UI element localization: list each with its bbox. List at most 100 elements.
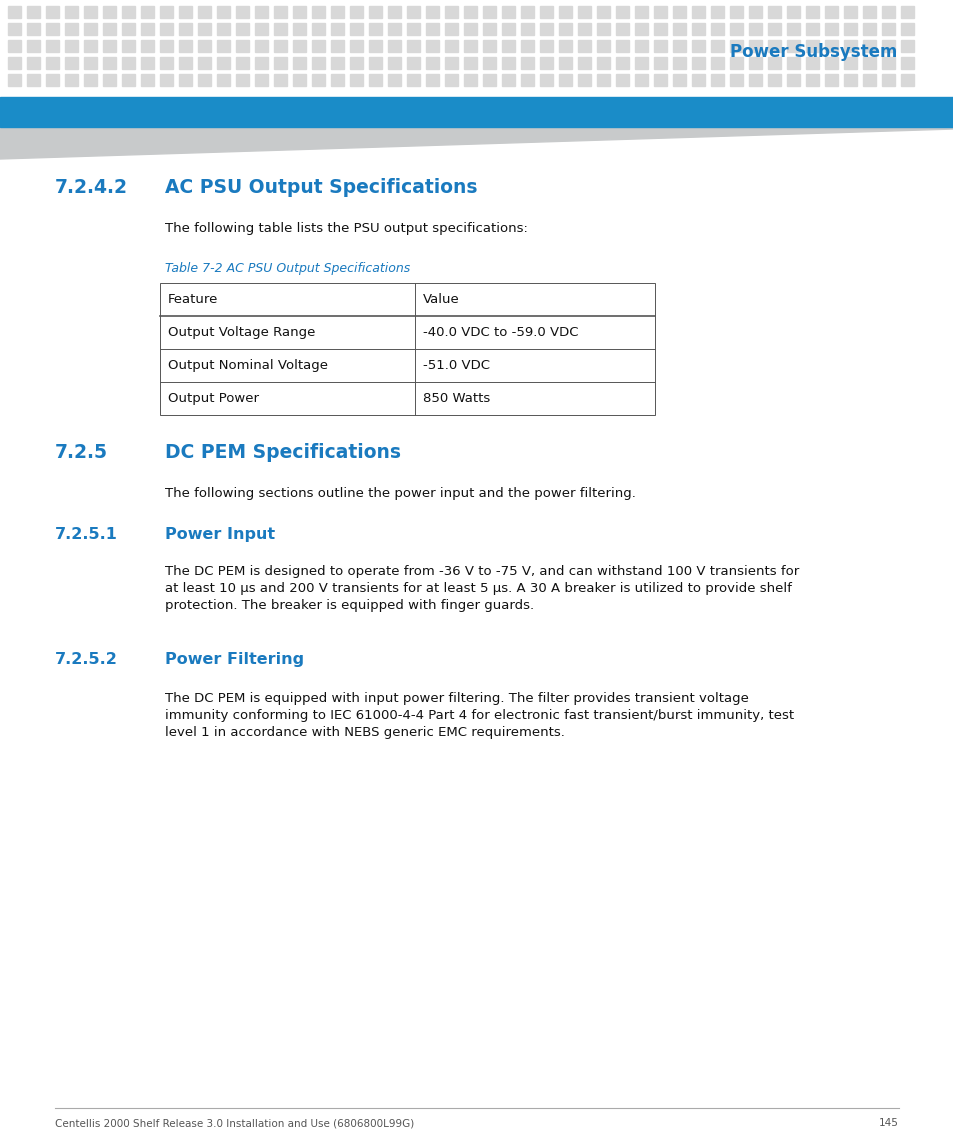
Bar: [160, 40, 172, 52]
Bar: [463, 40, 476, 52]
Bar: [426, 74, 438, 86]
Bar: [558, 74, 572, 86]
Bar: [141, 57, 153, 69]
Bar: [463, 74, 476, 86]
Bar: [654, 57, 666, 69]
Bar: [691, 74, 704, 86]
Bar: [710, 74, 723, 86]
Bar: [805, 6, 818, 18]
Bar: [216, 23, 230, 35]
Bar: [843, 74, 856, 86]
Bar: [501, 23, 515, 35]
Bar: [654, 40, 666, 52]
Bar: [900, 57, 913, 69]
Bar: [103, 6, 116, 18]
Bar: [672, 74, 685, 86]
Bar: [235, 57, 249, 69]
Bar: [482, 57, 496, 69]
Bar: [463, 23, 476, 35]
Bar: [578, 40, 590, 52]
Text: Value: Value: [422, 293, 459, 306]
Bar: [369, 40, 381, 52]
Bar: [710, 40, 723, 52]
Bar: [27, 6, 40, 18]
Text: Centellis 2000 Shelf Release 3.0 Installation and Use (6806800L99G): Centellis 2000 Shelf Release 3.0 Install…: [55, 1118, 414, 1128]
Bar: [331, 6, 344, 18]
Bar: [900, 40, 913, 52]
Bar: [388, 74, 400, 86]
Bar: [350, 74, 363, 86]
Bar: [160, 283, 655, 414]
Bar: [235, 23, 249, 35]
Bar: [179, 23, 192, 35]
Bar: [501, 57, 515, 69]
Bar: [862, 6, 875, 18]
Bar: [482, 40, 496, 52]
Bar: [160, 74, 172, 86]
Bar: [824, 23, 837, 35]
Bar: [274, 57, 287, 69]
Bar: [501, 74, 515, 86]
Bar: [882, 40, 894, 52]
Bar: [8, 40, 21, 52]
Bar: [597, 23, 609, 35]
Text: DC PEM Specifications: DC PEM Specifications: [165, 443, 400, 461]
Bar: [805, 23, 818, 35]
Text: level 1 in accordance with NEBS generic EMC requirements.: level 1 in accordance with NEBS generic …: [165, 726, 564, 739]
Bar: [160, 23, 172, 35]
Bar: [729, 23, 742, 35]
Bar: [65, 74, 78, 86]
Bar: [558, 57, 572, 69]
Bar: [198, 74, 211, 86]
Bar: [65, 57, 78, 69]
Bar: [293, 6, 306, 18]
Bar: [179, 74, 192, 86]
Bar: [141, 23, 153, 35]
Bar: [748, 6, 761, 18]
Bar: [312, 6, 325, 18]
Bar: [407, 6, 419, 18]
Bar: [331, 23, 344, 35]
Bar: [882, 6, 894, 18]
Bar: [293, 23, 306, 35]
Bar: [900, 74, 913, 86]
Bar: [786, 74, 800, 86]
Bar: [635, 40, 647, 52]
Bar: [235, 6, 249, 18]
Bar: [122, 57, 135, 69]
Bar: [331, 57, 344, 69]
Bar: [254, 74, 268, 86]
Bar: [312, 40, 325, 52]
Bar: [141, 6, 153, 18]
Bar: [882, 57, 894, 69]
Bar: [274, 23, 287, 35]
Bar: [426, 6, 438, 18]
Bar: [103, 23, 116, 35]
Bar: [482, 74, 496, 86]
Text: Power Subsystem: Power Subsystem: [729, 44, 897, 61]
Bar: [482, 6, 496, 18]
Text: protection. The breaker is equipped with finger guards.: protection. The breaker is equipped with…: [165, 599, 534, 611]
Bar: [520, 6, 534, 18]
Bar: [635, 57, 647, 69]
Bar: [65, 40, 78, 52]
Text: Feature: Feature: [168, 293, 218, 306]
Bar: [767, 57, 781, 69]
Bar: [216, 57, 230, 69]
Bar: [444, 23, 457, 35]
Bar: [407, 57, 419, 69]
Bar: [84, 6, 97, 18]
Bar: [616, 74, 628, 86]
Text: 7.2.5.2: 7.2.5.2: [55, 652, 118, 668]
Text: The DC PEM is designed to operate from -36 V to -75 V, and can withstand 100 V t: The DC PEM is designed to operate from -…: [165, 564, 799, 578]
Bar: [578, 23, 590, 35]
Bar: [748, 23, 761, 35]
Bar: [84, 74, 97, 86]
Bar: [597, 57, 609, 69]
Bar: [482, 23, 496, 35]
Bar: [520, 40, 534, 52]
Bar: [426, 57, 438, 69]
Bar: [103, 74, 116, 86]
Bar: [46, 6, 59, 18]
Bar: [8, 6, 21, 18]
